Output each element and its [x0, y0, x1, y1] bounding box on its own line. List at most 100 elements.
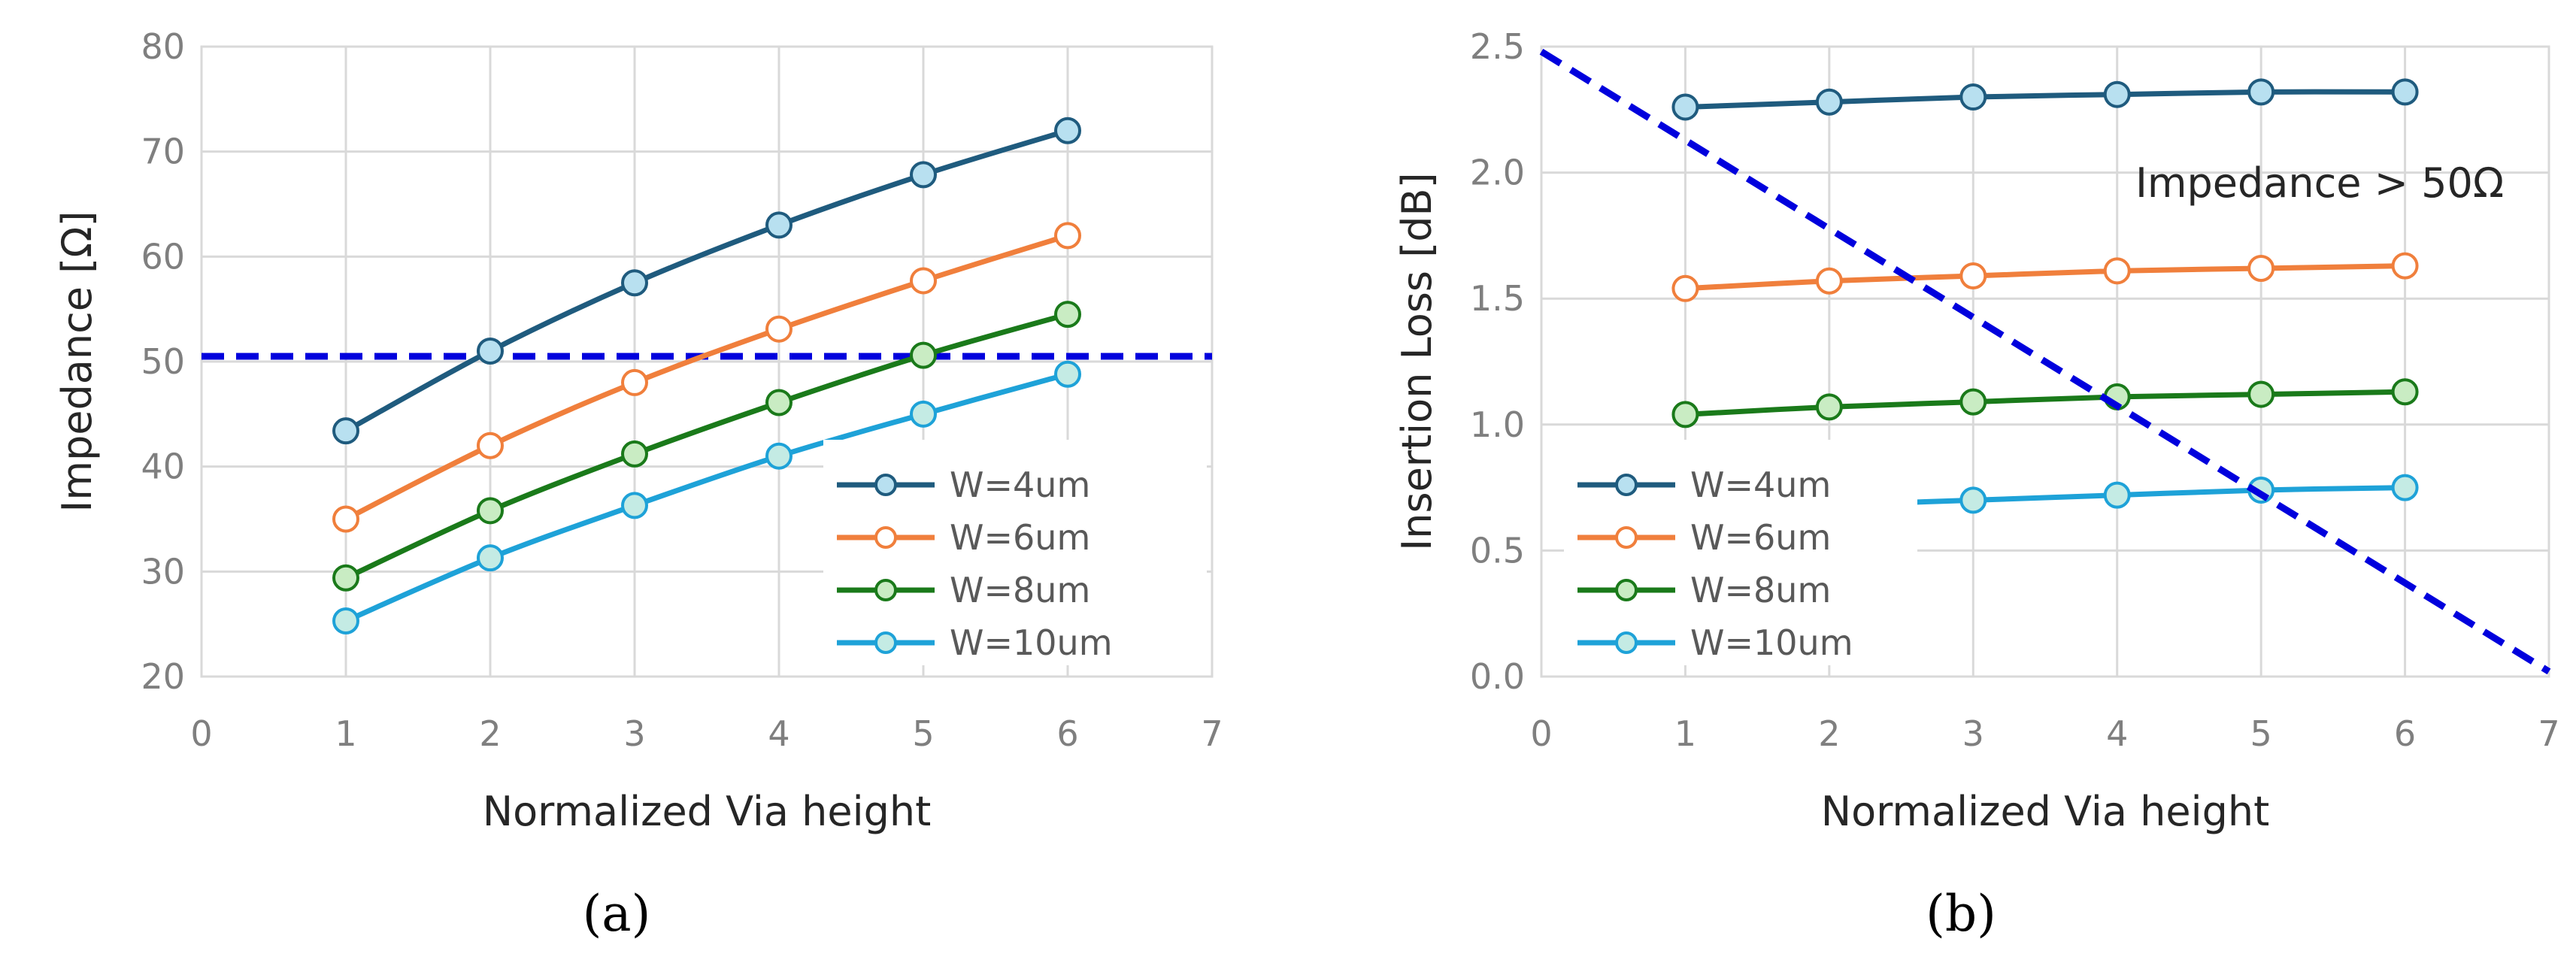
data-point: [621, 368, 648, 396]
legend-item: W=6um: [837, 517, 1090, 558]
y-tick-label: 0.0: [1470, 656, 1525, 697]
series-line: [1685, 389, 2405, 417]
series-line: [344, 233, 1069, 522]
data-point: [1671, 401, 1699, 428]
legend-label: W=4um: [950, 465, 1090, 505]
data-point: [1054, 360, 1081, 388]
panel-label-a: (a): [583, 885, 651, 943]
data-point: [910, 267, 937, 295]
data-point: [1959, 83, 1987, 111]
x-ticks-b: 0 1 2 3 4 5 6 7: [1530, 713, 2559, 754]
y-ticks-a: 20 30 40 50 60 70 80: [141, 26, 185, 697]
series-W=8um: [332, 301, 1081, 592]
legend-label: W=8um: [950, 570, 1090, 610]
y-tick-label: 1.5: [1470, 278, 1525, 319]
data-point: [1815, 267, 1843, 295]
data-point: [765, 211, 792, 239]
data-point: [1671, 274, 1699, 302]
series-line: [1685, 89, 2405, 110]
data-point: [910, 400, 937, 428]
data-point: [1815, 393, 1843, 421]
data-point: [2247, 254, 2275, 282]
legend-marker: [874, 474, 897, 496]
data-point: [2103, 481, 2131, 509]
x-ticks-a: 0 1 2 3 4 5 6 7: [190, 713, 1223, 754]
data-point: [910, 161, 937, 189]
data-point: [2103, 80, 2131, 108]
data-point: [621, 269, 648, 297]
y-tick-label: 1.0: [1470, 404, 1525, 445]
legend-marker: [1615, 631, 1638, 654]
legend-marker: [1615, 474, 1638, 496]
data-point: [332, 607, 359, 634]
data-point: [765, 389, 792, 416]
data-point: [910, 341, 937, 369]
series-line: [344, 311, 1068, 580]
legend-label: W=10um: [950, 622, 1113, 663]
legend-label: W=6um: [1690, 517, 1831, 558]
data-point: [2247, 78, 2275, 106]
legend-item: W=8um: [1577, 570, 1831, 610]
x-tick-label: 4: [768, 713, 789, 754]
data-point: [1054, 301, 1081, 329]
legend-item: W=10um: [1577, 622, 1853, 663]
legend-marker: [874, 579, 897, 601]
y-tick-label: 20: [141, 656, 185, 697]
legend-item: W=8um: [837, 570, 1090, 610]
series-W=8um: [1671, 378, 2419, 428]
data-point: [765, 442, 792, 470]
x-tick-label: 6: [1056, 713, 1078, 754]
legend-item: W=4um: [837, 465, 1090, 505]
data-point: [1959, 388, 1987, 416]
annotation-impedance: Impedance > 50Ω: [2135, 159, 2504, 207]
data-point: [332, 505, 359, 533]
legend-marker: [1615, 526, 1638, 549]
data-point: [2247, 380, 2275, 408]
data-point: [2391, 252, 2419, 280]
y-tick-label: 40: [141, 447, 185, 487]
y-tick-label: 80: [141, 26, 185, 67]
legend-marker: [1615, 579, 1638, 601]
reference-line-b: [1539, 48, 2551, 675]
x-tick-label: 0: [190, 713, 212, 754]
series-W=4um: [332, 117, 1081, 445]
data-point: [1959, 486, 1987, 514]
reference-line: [1539, 48, 2551, 675]
x-tick-label: 4: [2106, 713, 2128, 754]
x-tick-label: 1: [1674, 713, 1696, 754]
legend-item: W=4um: [1577, 465, 1831, 505]
plot-frame-a: [200, 45, 1214, 678]
data-point: [477, 431, 504, 459]
series-group-a: [332, 117, 1081, 634]
y-tick-label: 0.5: [1470, 530, 1525, 571]
data-point: [765, 315, 792, 343]
data-point: [2391, 378, 2419, 406]
data-point: [1815, 88, 1843, 116]
x-tick-label: 6: [2394, 713, 2416, 754]
data-point: [1671, 93, 1699, 121]
panel-label-b: (b): [1926, 885, 1996, 943]
legend-marker: [874, 526, 897, 549]
x-tick-label: 2: [1818, 713, 1840, 754]
legend-label: W=6um: [950, 517, 1090, 558]
y-axis-title-b: Insertion Loss [dB]: [1393, 172, 1441, 550]
y-tick-label: 2.0: [1470, 153, 1525, 193]
series-W=6um: [1671, 252, 2419, 302]
data-point: [2391, 474, 2419, 501]
legend-b: W=4um W=6um W=8um W=10um: [1564, 440, 1917, 665]
x-tick-label: 2: [479, 713, 501, 754]
x-tick-label: 1: [335, 713, 356, 754]
data-point: [1959, 262, 1987, 290]
x-tick-label: 7: [1201, 713, 1223, 754]
x-tick-label: 0: [1530, 713, 1552, 754]
x-tick-label: 7: [2538, 713, 2559, 754]
legend-a: W=4um W=6um W=8um W=10um: [823, 440, 1207, 665]
legend-item: W=6um: [1577, 517, 1831, 558]
data-point: [332, 564, 359, 592]
series-W=10um: [332, 360, 1081, 634]
data-point: [477, 544, 504, 572]
